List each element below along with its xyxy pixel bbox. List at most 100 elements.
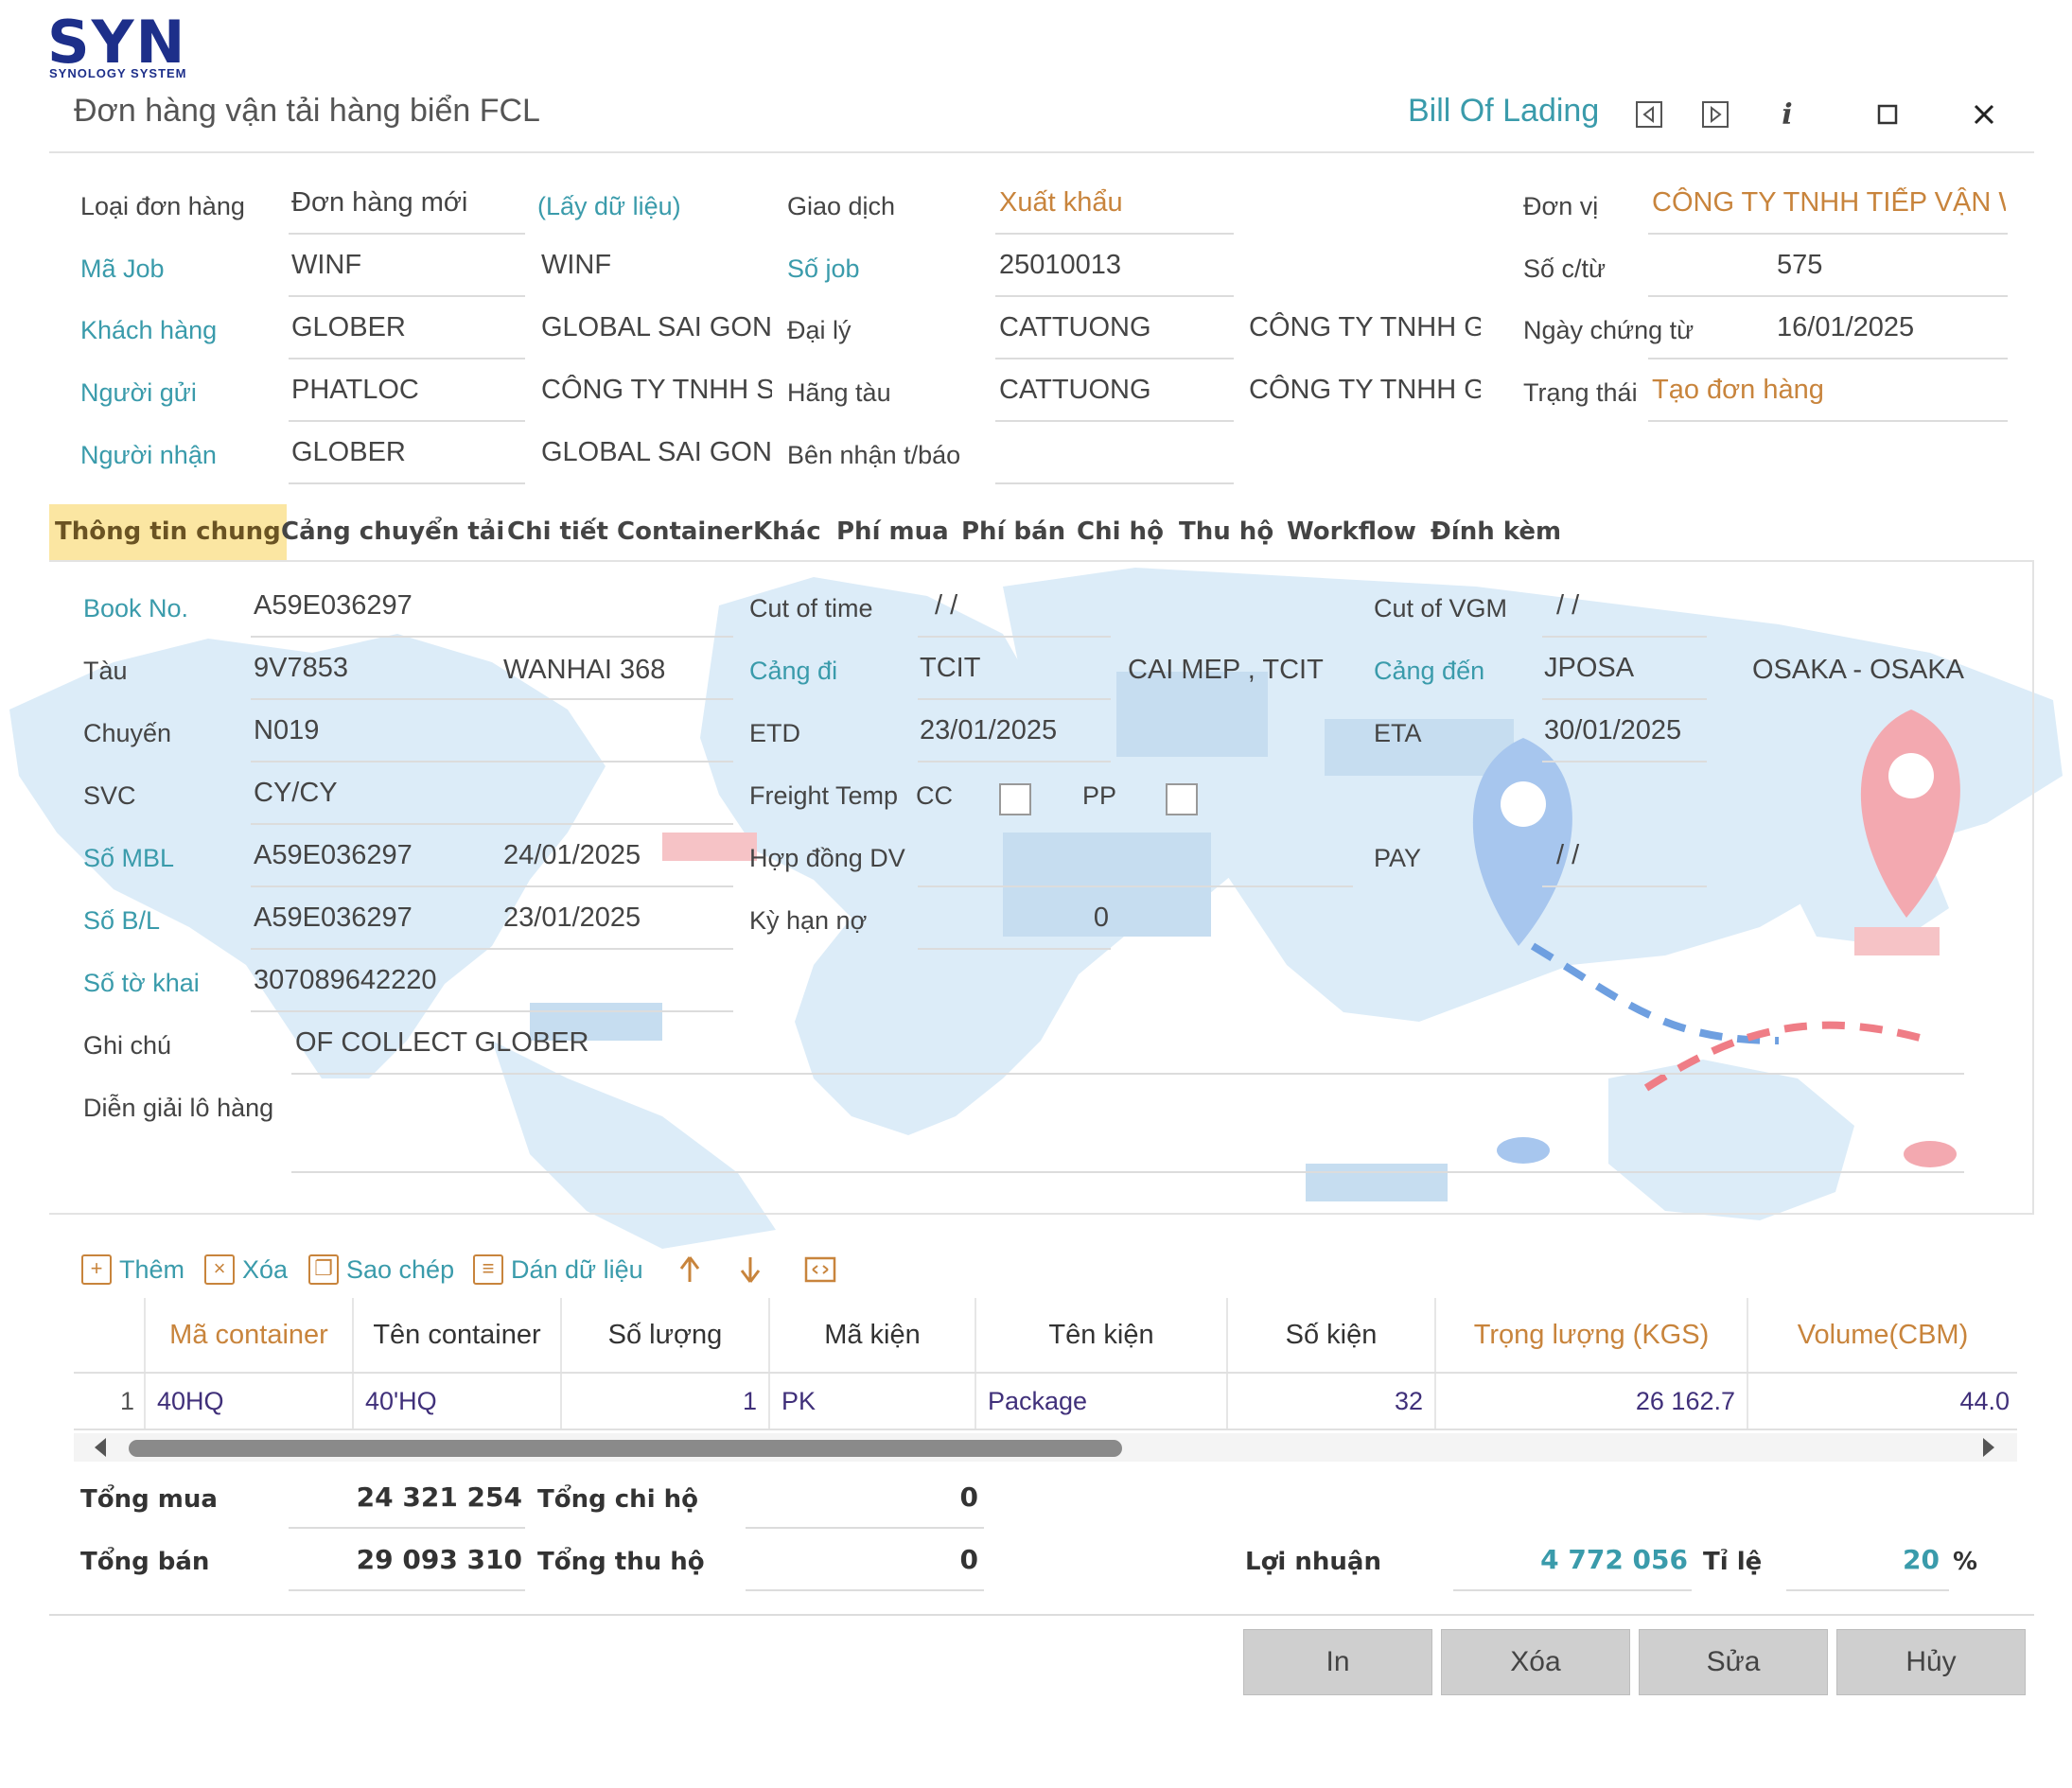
etd-value[interactable]: 23/01/2025 — [920, 715, 1058, 745]
dai-ly-value[interactable]: CATTUONG — [999, 312, 1151, 342]
add-button[interactable]: + Thêm — [81, 1249, 184, 1290]
tab-dinh-kem[interactable]: Đính kèm — [1431, 517, 1562, 546]
tab-phi-mua[interactable]: Phí mua — [836, 517, 949, 546]
tong-mua-value: 24 321 254 — [356, 1481, 522, 1513]
so-ctu-value[interactable]: 575 — [1777, 250, 1823, 280]
col-ten-container[interactable]: Tên container — [354, 1298, 562, 1372]
expand-columns-button[interactable] — [804, 1249, 836, 1290]
tab-thong-tin-chung[interactable]: Thông tin chung — [49, 504, 287, 561]
col-volume[interactable]: Volume(CBM) — [1748, 1298, 2017, 1372]
freight-pp-checkbox[interactable] — [1166, 783, 1198, 815]
cancel-button[interactable]: Hủy — [1836, 1629, 2026, 1695]
col-trong-luong[interactable]: Trọng lượng (KGS) — [1436, 1298, 1748, 1372]
ky-han-no-value[interactable]: 0 — [1093, 903, 1109, 933]
scrollbar-thumb[interactable] — [129, 1440, 1122, 1457]
edit-button[interactable]: Sửa — [1639, 1629, 1828, 1695]
paste-label: Dán dữ liệu — [511, 1254, 643, 1284]
eta-label: ETA — [1374, 719, 1422, 747]
close-button[interactable] — [1964, 95, 2004, 134]
field-underline — [251, 885, 733, 887]
info-icon[interactable]: i — [1782, 97, 1793, 131]
cut-of-vgm-value[interactable]: / / — [1556, 590, 1580, 621]
move-down-button[interactable] — [734, 1249, 766, 1290]
freight-cc-checkbox[interactable] — [999, 783, 1031, 815]
cell-so-luong[interactable]: 1 — [562, 1374, 770, 1429]
hang-tau-value[interactable]: CATTUONG — [999, 375, 1151, 405]
so-bl-date[interactable]: 23/01/2025 — [503, 903, 641, 933]
so-mbl-date[interactable]: 24/01/2025 — [503, 840, 641, 870]
cell-volume[interactable]: 44.0 — [1959, 1386, 2010, 1415]
col-ma-container[interactable]: Mã container — [146, 1298, 354, 1372]
print-button[interactable]: In — [1243, 1629, 1432, 1695]
so-bl-value[interactable]: A59E036297 — [254, 903, 413, 933]
tab-workflow[interactable]: Workflow — [1287, 517, 1416, 546]
tab-chi-ho[interactable]: Chi hộ — [1077, 517, 1164, 546]
pay-value[interactable]: / / — [1556, 840, 1580, 870]
so-job-value[interactable]: 25010013 — [999, 250, 1122, 280]
eta-value[interactable]: 30/01/2025 — [1544, 715, 1682, 745]
next-record-button[interactable] — [1695, 95, 1735, 134]
field-underline — [1648, 233, 2008, 235]
so-mbl-value[interactable]: A59E036297 — [254, 840, 413, 870]
svc-value[interactable]: CY/CY — [254, 778, 338, 808]
cut-of-time-value[interactable]: / / — [935, 590, 958, 621]
giao-dich-value[interactable]: Xuất khẩu — [999, 187, 1123, 218]
move-up-button[interactable] — [674, 1249, 706, 1290]
chuyen-value[interactable]: N019 — [254, 715, 320, 745]
nguoi-gui-name: CÔNG TY TNHH SẢ — [541, 375, 772, 405]
tong-thu-ho-label: Tổng thu hộ — [537, 1548, 705, 1576]
nguoi-nhan-value[interactable]: GLOBER — [291, 437, 406, 467]
field-underline — [291, 1073, 1964, 1075]
maximize-button[interactable] — [1868, 95, 1907, 134]
nguoi-gui-value[interactable]: PHATLOC — [291, 375, 419, 405]
tab-khac[interactable]: Khác — [753, 517, 821, 546]
tong-chi-ho-value: 0 — [959, 1481, 978, 1513]
cell-trong-luong[interactable]: 26 162.7 — [1436, 1374, 1748, 1429]
tong-chi-ho-label: Tổng chi hộ — [537, 1485, 699, 1514]
copy-icon: ❐ — [308, 1254, 339, 1285]
ma-job-value[interactable]: WINF — [291, 250, 362, 280]
cang-di-code[interactable]: TCIT — [920, 653, 981, 683]
tab-thu-ho[interactable]: Thu hộ — [1179, 517, 1274, 546]
ghi-chu-value[interactable]: OF COLLECT GLOBER — [295, 1027, 589, 1058]
copy-button[interactable]: ❐ Sao chép — [308, 1249, 454, 1290]
tab-phi-ban[interactable]: Phí bán — [961, 517, 1066, 546]
khach-hang-value[interactable]: GLOBER — [291, 312, 406, 342]
delete-button[interactable]: Xóa — [1441, 1629, 1630, 1695]
cell-so-kien[interactable]: 32 — [1228, 1374, 1436, 1429]
field-underline — [918, 636, 1111, 638]
tab-chi-tiet-container[interactable]: Chi tiết Container — [507, 517, 753, 546]
ti-le-label: Tỉ lệ — [1703, 1548, 1763, 1576]
loi-nhuan-value: 4 772 056 — [1540, 1544, 1688, 1575]
tau-code[interactable]: 9V7853 — [254, 653, 348, 683]
cell-ten-kien[interactable]: Package — [976, 1374, 1228, 1429]
cell-ma-container[interactable]: 40HQ — [146, 1374, 354, 1429]
so-mbl-label: Số MBL — [83, 844, 175, 872]
footer-separator — [49, 1614, 2034, 1616]
book-no-value[interactable]: A59E036297 — [254, 590, 413, 621]
trang-thai-value[interactable]: Tạo đơn hàng — [1652, 375, 1824, 405]
dai-ly-name: CÔNG TY TNHH GI. — [1249, 312, 1481, 342]
don-vi-value[interactable]: CÔNG TY TNHH TIẾP VẬN WI — [1652, 187, 2006, 218]
cell-ma-kien[interactable]: PK — [770, 1374, 976, 1429]
paste-button[interactable]: ≡ Dán dữ liệu — [473, 1249, 643, 1290]
field-underline — [995, 295, 1234, 297]
so-to-khai-value[interactable]: 307089642220 — [254, 965, 437, 995]
col-so-kien[interactable]: Số kiện — [1228, 1298, 1436, 1372]
close-icon — [1974, 104, 1994, 125]
nguoi-gui-label: Người gửi — [80, 378, 197, 407]
tab-cang-chuyen-tai[interactable]: Cảng chuyển tải — [281, 517, 505, 546]
col-ten-kien[interactable]: Tên kiện — [976, 1298, 1228, 1372]
bill-of-lading-link[interactable]: Bill Of Lading — [1408, 93, 1600, 129]
cang-den-code[interactable]: JPOSA — [1544, 653, 1635, 683]
loai-don-hang-value[interactable]: Đơn hàng mới — [291, 187, 468, 218]
scroll-right-icon[interactable] — [1979, 1436, 1998, 1459]
ngay-chung-tu-value[interactable]: 16/01/2025 — [1777, 312, 1915, 342]
lay-du-lieu-link[interactable]: (Lấy dữ liệu) — [537, 192, 681, 220]
prev-record-button[interactable] — [1629, 95, 1669, 134]
cell-ten-container[interactable]: 40'HQ — [354, 1374, 562, 1429]
delete-row-button[interactable]: × Xóa — [204, 1249, 288, 1290]
col-ma-kien[interactable]: Mã kiện — [770, 1298, 976, 1372]
scroll-left-icon[interactable] — [91, 1436, 110, 1459]
col-so-luong[interactable]: Số lượng — [562, 1298, 770, 1372]
